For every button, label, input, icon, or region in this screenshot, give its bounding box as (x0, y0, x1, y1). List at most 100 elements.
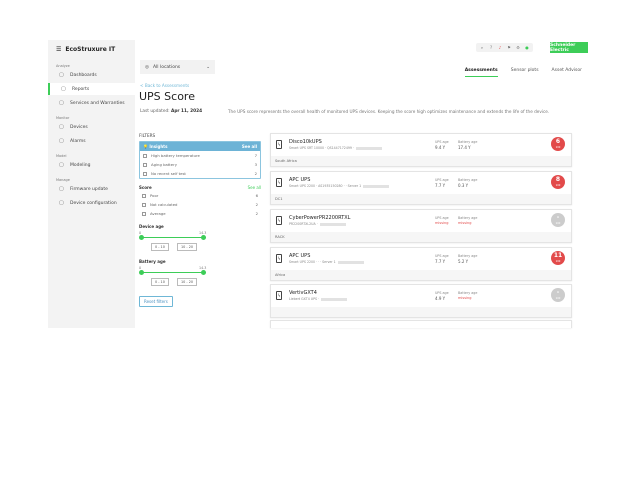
firmware-icon: ▢ (59, 186, 64, 192)
location-select[interactable]: ◎ All locations ⌄ (140, 60, 215, 74)
app-logo: ☰ EcoStruxure IT (56, 46, 116, 53)
modeling-icon: ▢ (59, 162, 64, 168)
device-location: RACK (271, 232, 571, 242)
device-card[interactable]: ϟ APC UPS Smart UPS 2200 · · · Server 1 … (270, 247, 572, 281)
slider-handle-max[interactable] (201, 270, 206, 275)
search-icon[interactable]: ⌕ (480, 45, 484, 50)
chevron-down-icon: ⌄ (206, 64, 210, 70)
filter-option[interactable]: Poor 6 (139, 191, 261, 200)
device-name[interactable]: APC UPS (289, 177, 311, 183)
settings-icon[interactable]: ⚙ (516, 45, 520, 50)
device-location: DC1 (271, 194, 571, 204)
device-name[interactable]: CyberPowerPR2200RTXL (289, 215, 351, 221)
sidebar-item[interactable]: ▢ Firmware update (59, 186, 108, 192)
device-location: South Africa (271, 156, 571, 166)
device-details: Smart UPS SRT 10000 · QS1447172499 · (289, 146, 382, 150)
sidebar-item[interactable]: ▢ Dashboards (59, 72, 97, 78)
device-card[interactable]: ϟ APC UPS Smart UPS 2200 · AS1935150280 … (270, 171, 572, 205)
device-location (271, 307, 571, 317)
device-details: PR2200RTXL2UA · (289, 222, 346, 226)
slider-min: 0 (139, 231, 142, 235)
bell-icon[interactable]: ♪ (498, 45, 502, 50)
device-location: Africa (271, 270, 571, 280)
reset-filters-button[interactable]: Reset filters (139, 296, 173, 307)
battery-age: Battery age 17.4 Y (458, 140, 478, 150)
checkbox[interactable] (143, 154, 147, 158)
device-age-slider[interactable]: 0 14.3 0 - 10 10 - 20 (139, 231, 261, 253)
tab-assessments[interactable]: Assessments (464, 68, 498, 77)
sidebar-section-title: Model (56, 154, 67, 158)
device-icon: ▢ (59, 124, 64, 130)
slider-track (141, 237, 206, 238)
device-name[interactable]: VertivGXT4 (289, 290, 317, 296)
score-badge: -100 (551, 213, 565, 227)
insights-filter: 💡 Insights See all High battery temperatu… (139, 141, 261, 179)
range-low-input[interactable]: 0 - 10 (151, 243, 169, 251)
tab-sensor-plots[interactable]: Sensor plots (510, 68, 539, 73)
filter-option[interactable]: Average 2 (139, 209, 261, 218)
last-updated: Last updated: Apr 11, 2024 (140, 109, 203, 114)
sidebar-item[interactable]: ▢ Devices (59, 124, 88, 130)
top-toolbar: ⌕? ♪ ⚑ ⚙ ● (476, 43, 533, 52)
checkbox[interactable] (142, 194, 146, 198)
menu-icon[interactable]: ☰ (56, 46, 62, 53)
checkbox[interactable] (143, 172, 147, 176)
insights-title: 💡 Insights (143, 144, 168, 149)
ups-age: UPS age missing (435, 216, 449, 225)
ups-age: UPS age 9.4 Y (435, 140, 449, 150)
sidebar-item[interactable]: ▢ Modeling (59, 162, 91, 168)
status-dot-icon: ● (525, 45, 529, 50)
sidebar-item[interactable]: ▢ Alarms (59, 138, 86, 144)
help-icon[interactable]: ? (489, 45, 493, 50)
back-link[interactable]: < Back to Assessments (140, 83, 190, 88)
ups-icon: ϟ (276, 178, 282, 187)
device-name[interactable]: APC UPS (289, 253, 311, 259)
score-badge: 8 100 (551, 175, 565, 189)
checkbox[interactable] (143, 163, 147, 167)
device-name[interactable]: Disco10kUPS (289, 139, 322, 145)
device-card[interactable]: ϟ Disco10kUPS Smart UPS SRT 10000 · QS14… (270, 133, 572, 167)
checkbox[interactable] (142, 203, 146, 207)
slider-max: 14.3 (199, 231, 207, 235)
page-title: UPS Score (139, 90, 195, 103)
sidebar-section-title: Analyze (56, 64, 70, 68)
range-low-input[interactable]: 0 - 10 (151, 278, 169, 286)
page-description: The UPS score represents the overall hea… (228, 109, 550, 114)
slider-handle-min[interactable] (139, 270, 144, 275)
score-badge: 6 100 (551, 137, 565, 151)
filter-option[interactable]: Not calculated 2 (139, 200, 261, 209)
device-details: Smart UPS 2200 · · · Server 1 (289, 260, 364, 264)
battery-age: Battery age missing (458, 291, 478, 300)
tab-asset-advisor[interactable]: Asset Advisor (551, 68, 582, 73)
sidebar-item[interactable]: ▢ Reports (48, 83, 135, 95)
checkbox[interactable] (142, 212, 146, 216)
device-card[interactable]: ϟ VertivGXT4 Liebert GXT4 UPS · UPS age 4… (270, 284, 572, 318)
sidebar-item[interactable]: ▢ Services and Warranties (59, 100, 125, 106)
sidebar-section-title: Monitor (56, 116, 70, 120)
battery-age: Battery age missing (458, 216, 478, 225)
ups-icon: ϟ (276, 291, 282, 300)
battery-age-slider[interactable]: 0 14.3 0 - 10 10 - 20 (139, 266, 261, 288)
range-high-input[interactable]: 10 - 20 (177, 278, 198, 286)
sidebar-section-title: Manage (56, 178, 70, 182)
insights-see-all[interactable]: See all (241, 144, 257, 149)
slider-handle-max[interactable] (201, 235, 206, 240)
slider-max: 14.3 (199, 266, 207, 270)
device-age-title: Device age (139, 224, 164, 229)
score-badge: 11 100 (551, 251, 565, 265)
score-title: Score (139, 185, 152, 190)
slider-handle-min[interactable] (139, 235, 144, 240)
shield-icon: ▢ (59, 100, 64, 106)
device-card[interactable]: ϟ CyberPowerPR2200RTXL PR2200RTXL2UA · U… (270, 209, 572, 243)
filter-option[interactable]: High battery temperature 7 (140, 151, 260, 160)
filter-option[interactable]: No recent self test 2 (140, 169, 260, 178)
battery-age: Battery age 5.2 Y (458, 254, 478, 264)
sidebar-item[interactable]: ▢ Device configuration (59, 200, 117, 206)
filter-option[interactable]: Aging battery 3 (140, 160, 260, 169)
score-see-all[interactable]: See all (247, 185, 261, 190)
gear-icon: ▢ (59, 200, 64, 206)
device-card-partial (270, 320, 572, 328)
feedback-icon[interactable]: ⚑ (507, 45, 511, 50)
range-high-input[interactable]: 10 - 20 (177, 243, 198, 251)
filters-title: FILTERS (139, 133, 156, 138)
